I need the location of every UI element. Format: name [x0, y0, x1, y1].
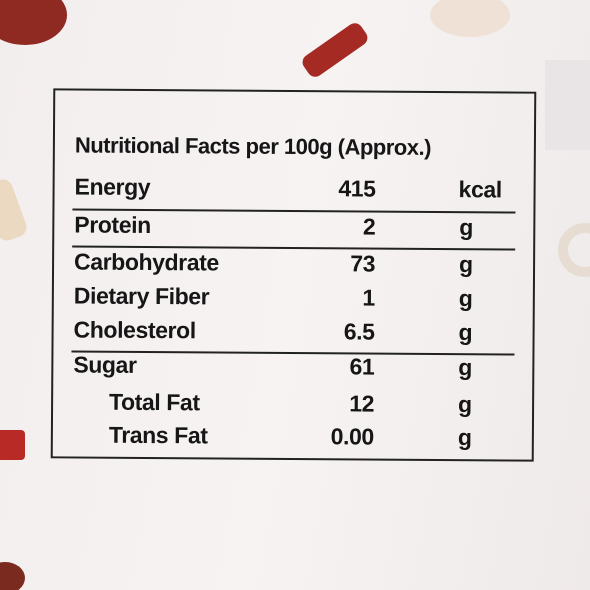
row-separator: [71, 350, 515, 356]
nutrient-unit: kcal: [458, 176, 502, 203]
nutrient-name: Dietary Fiber: [73, 282, 210, 310]
table-title: Nutritional Facts per 100g (Approx.): [74, 132, 432, 160]
nutrient-unit: g: [458, 285, 473, 312]
nutrient-name: Trans Fat: [108, 421, 208, 449]
nutrient-value: 6.5: [343, 318, 375, 345]
nutrient-unit: g: [459, 214, 474, 241]
nutrient-unit: g: [458, 251, 473, 278]
nutrient-unit: g: [458, 319, 473, 346]
nutrient-name: Sugar: [73, 351, 137, 378]
nutrient-unit: g: [457, 424, 472, 451]
nutrient-unit: g: [458, 391, 472, 418]
nutrient-value: 61: [349, 353, 375, 380]
nutrient-name: Protein: [74, 211, 151, 239]
nutrient-name: Total Fat: [109, 388, 200, 416]
nutrition-table: Nutritional Facts per 100g (Approx.) Ene…: [50, 88, 537, 462]
nutrient-name: Energy: [74, 173, 151, 200]
nutrient-value: 2: [362, 213, 376, 240]
nutrient-name: Carbohydrate: [73, 248, 219, 276]
nutrient-value: 0.00: [330, 423, 374, 450]
nutrient-value: 1: [362, 284, 375, 311]
nutrient-value: 73: [350, 250, 376, 277]
nutrient-value: 415: [338, 175, 376, 202]
nutrient-value: 12: [349, 390, 375, 417]
nutrient-unit: g: [458, 354, 473, 381]
nutrient-name: Cholesterol: [73, 316, 196, 344]
